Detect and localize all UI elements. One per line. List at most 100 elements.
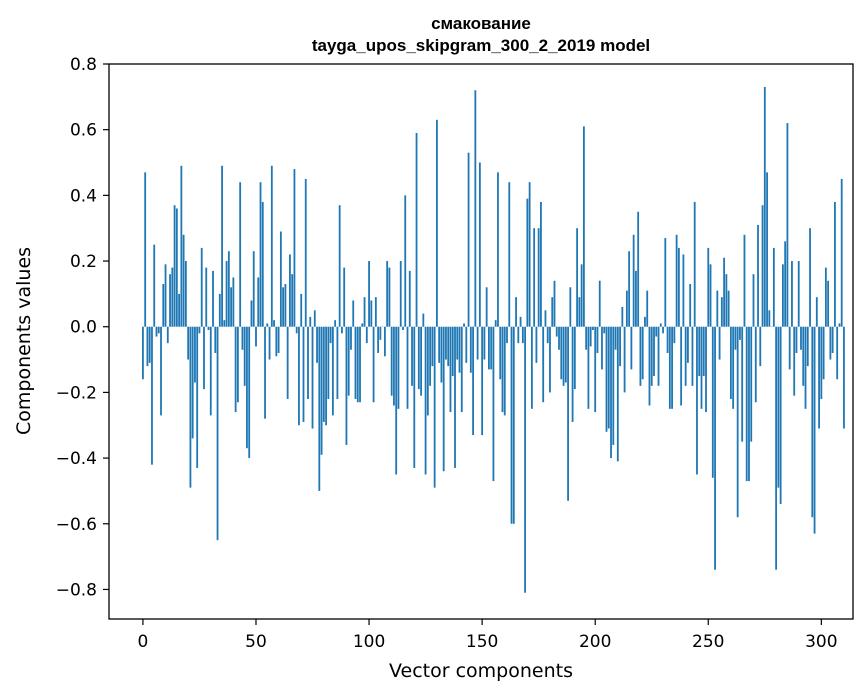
bar [485,287,488,327]
bar [768,310,771,327]
bar [632,234,635,327]
bar [413,326,416,468]
bar [327,326,330,399]
bar [508,182,511,327]
bar [567,326,569,501]
bar [592,326,594,330]
bar [555,326,558,337]
chart-title-line1: смакование [431,14,531,33]
bar [399,261,402,327]
bar [345,326,348,445]
bar [784,241,787,327]
bar [259,182,262,327]
bar [438,326,441,363]
bar [476,326,479,360]
bar [329,326,332,344]
bar [673,326,676,344]
bar [594,326,597,413]
bar [370,300,373,327]
bar [361,323,364,327]
bar [558,326,560,350]
bar [576,228,579,327]
y-axis-ticks: −0.8 −0.6 −0.4 −0.2 0.0 0.2 0.4 0.6 0.8 [56,55,109,600]
x-tick-label: 300 [805,632,837,652]
bar [589,326,592,347]
bar [458,326,461,373]
bar [273,320,275,327]
bar-series [142,86,845,593]
bar [277,326,280,353]
bar [601,326,603,370]
bar [503,326,506,416]
bar [494,320,497,327]
bar [282,287,285,327]
bar [472,326,474,436]
bar [506,326,508,344]
bar [291,274,294,327]
bar [246,326,248,449]
bar [227,251,230,327]
bar [275,326,278,357]
bar [795,326,798,353]
x-axis-label: Vector components [389,660,573,682]
x-axis-ticks: 0 50 100 150 200 250 300 [138,619,838,652]
bar [293,169,296,327]
bar [445,326,447,360]
bar [745,326,748,482]
bar [383,326,386,357]
bar [191,326,194,439]
bar [818,326,820,429]
bar [824,267,827,327]
bar [791,261,793,327]
bar [644,316,646,327]
bar [395,326,398,475]
bar [436,119,438,327]
bar [322,326,325,422]
bar [596,326,599,353]
bar [605,326,608,432]
y-tick-label: −0.2 [56,383,97,403]
bar [546,326,549,344]
bar [820,326,823,399]
bar [295,326,298,334]
bar [689,284,692,327]
bar [542,326,545,403]
bar [313,310,316,327]
bar [524,326,526,593]
bar [307,326,309,399]
bar [196,326,199,468]
bar [160,326,162,416]
bar [402,326,404,330]
bar [521,326,524,344]
bar [302,326,305,422]
bar [492,326,495,482]
bar [469,326,472,373]
bar [478,162,481,327]
bar [411,326,413,386]
bar [739,326,741,340]
bar [675,234,678,327]
bar [763,86,766,327]
bar [442,326,445,472]
bar [157,326,160,334]
bar [173,205,176,327]
bar [243,326,246,386]
bar [709,264,712,327]
bar [309,316,312,327]
bar [619,326,621,367]
bar [650,326,653,386]
bar [526,198,529,327]
bar [298,326,300,426]
bar [279,231,282,327]
bar [696,326,698,475]
bar [268,326,271,360]
bar [664,238,667,327]
bar [377,326,380,353]
bar [341,326,343,334]
bar [223,320,226,327]
bar [582,126,585,327]
bar [666,326,669,353]
bar [379,326,382,340]
bar [214,326,217,353]
